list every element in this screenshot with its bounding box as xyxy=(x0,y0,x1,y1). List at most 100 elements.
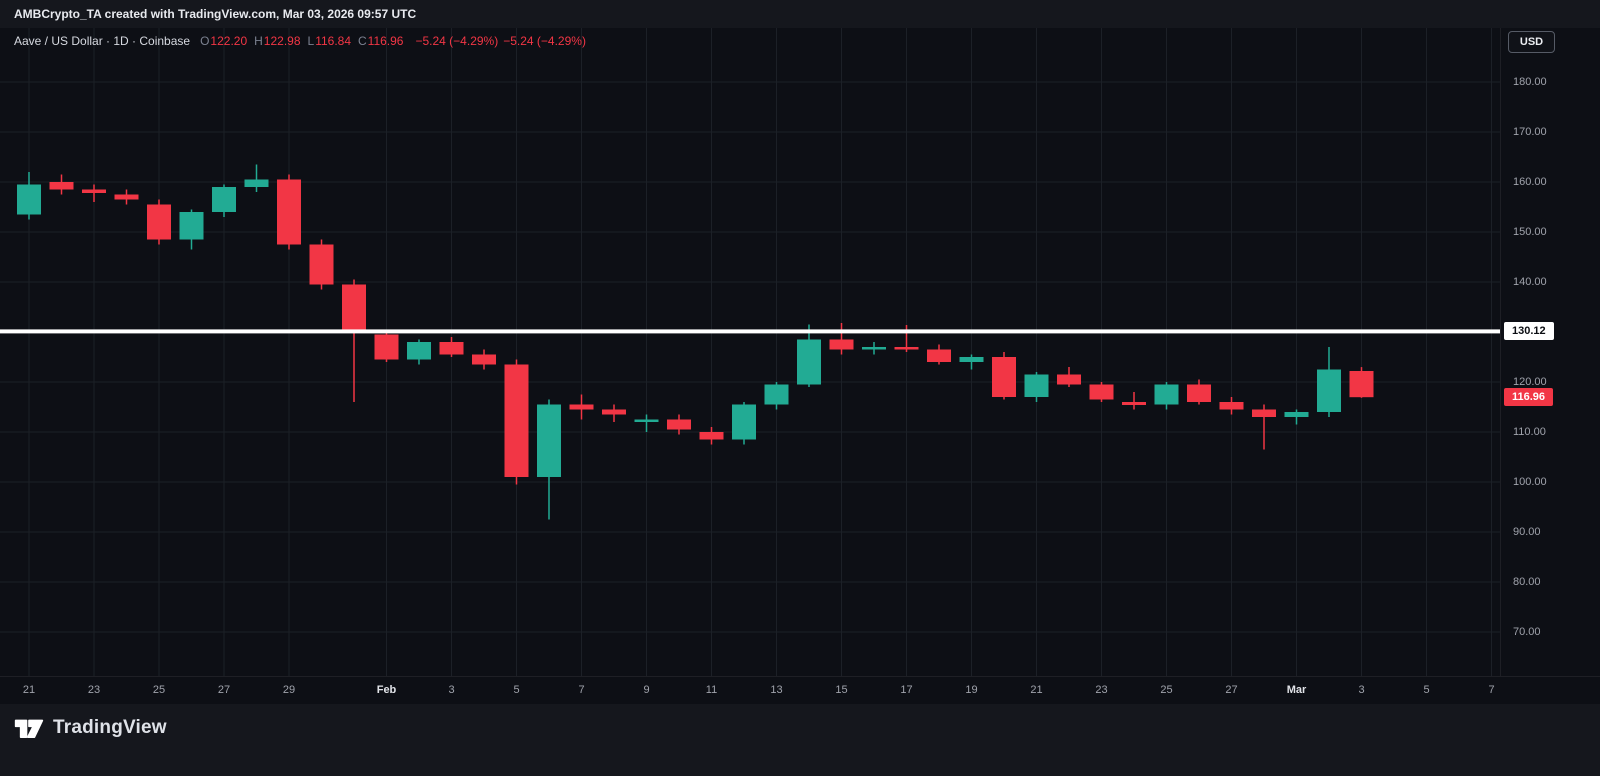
price-axis[interactable]: 180.00 170.00 160.00 150.00 140.00 120.00 110.… xyxy=(1500,28,1600,676)
price-axis-tick: 100.00 xyxy=(1513,476,1547,488)
footer-bar: TradingView xyxy=(0,704,1600,776)
candlestick-chart[interactable] xyxy=(0,28,1500,676)
time-axis-tick: 21 xyxy=(1030,684,1043,696)
candle[interactable] xyxy=(1024,374,1049,398)
candle[interactable] xyxy=(1187,384,1211,403)
price-axis-tick: 160.00 xyxy=(1513,176,1547,188)
chart-legend: Aave / US Dollar · 1D · Coinbase O122.20… xyxy=(14,34,586,48)
tradingview-logo-icon xyxy=(14,719,44,738)
time-axis-tick: 5 xyxy=(1423,684,1430,696)
time-axis[interactable]: 21 23 25 27 29 Feb 3 5 7 9 11 13 15 17 19 21 23 25 27 Mar 3 5… xyxy=(0,676,1600,705)
ohlc-label-C: C xyxy=(358,34,367,48)
price-axis-tick: 110.00 xyxy=(1513,426,1546,438)
candle[interactable] xyxy=(1154,384,1179,405)
time-axis-tick: 21 xyxy=(22,684,36,696)
candle[interactable] xyxy=(17,184,41,215)
time-axis-tick: 29 xyxy=(282,684,296,696)
time-axis-tick: 7 xyxy=(1488,684,1495,696)
symbol-title[interactable]: Aave / US Dollar · 1D · Coinbase xyxy=(14,34,191,48)
candle[interactable] xyxy=(244,179,269,188)
price-axis-tick: 180.00 xyxy=(1513,76,1547,88)
price-axis-tick: 90.00 xyxy=(1513,526,1541,538)
candle[interactable] xyxy=(569,404,594,410)
change-value-secondary: −5.24 (−4.29%) xyxy=(503,34,586,48)
price-axis-tick: 140.00 xyxy=(1513,276,1547,288)
candle[interactable] xyxy=(894,347,919,350)
candle[interactable] xyxy=(439,342,464,355)
candle[interactable] xyxy=(1284,412,1309,417)
ohlc-value-C: 116.96 xyxy=(367,34,404,48)
time-axis-tick: 13 xyxy=(770,684,783,696)
candle[interactable] xyxy=(504,364,529,478)
candle[interactable] xyxy=(1122,402,1146,405)
candle[interactable] xyxy=(992,357,1016,397)
horizontal-price-line[interactable] xyxy=(0,329,1500,334)
candle[interactable] xyxy=(179,212,204,240)
candle[interactable] xyxy=(699,432,724,440)
candle[interactable] xyxy=(82,189,106,194)
price-axis-tick: 120.00 xyxy=(1513,376,1547,388)
time-axis-tick: 27 xyxy=(1225,684,1238,696)
time-axis-tick: 25 xyxy=(152,684,166,696)
candle[interactable] xyxy=(764,384,789,405)
price-axis-tick: 70.00 xyxy=(1513,626,1541,638)
price-axis-tick: 170.00 xyxy=(1513,126,1547,138)
time-axis-tick: 5 xyxy=(513,684,520,696)
candle[interactable] xyxy=(927,349,951,363)
tradingview-logo-text: TradingView xyxy=(53,717,167,738)
ohlc-label-H: H xyxy=(254,34,263,48)
ohlc-value-O: 122.20 xyxy=(210,34,248,48)
candle[interactable] xyxy=(147,204,171,240)
candle[interactable] xyxy=(114,194,139,200)
price-axis-tick: 150.00 xyxy=(1513,226,1547,238)
candle[interactable] xyxy=(374,334,399,360)
candle[interactable] xyxy=(277,179,301,245)
candle[interactable] xyxy=(862,347,886,350)
time-axis-tick: Feb xyxy=(376,684,397,696)
candle[interactable] xyxy=(1349,371,1374,398)
candle[interactable] xyxy=(1219,402,1244,410)
candle[interactable] xyxy=(212,187,236,212)
candle[interactable] xyxy=(537,404,561,478)
attribution-text: AMBCrypto_TA created with TradingView.co… xyxy=(14,7,417,21)
tradingview-logo-link[interactable]: TradingView xyxy=(14,715,167,741)
time-axis-tick: 17 xyxy=(900,684,913,696)
candle[interactable] xyxy=(1057,374,1081,385)
candle[interactable] xyxy=(472,354,496,365)
candle[interactable] xyxy=(1317,369,1341,413)
candle[interactable] xyxy=(49,182,74,190)
time-axis-tick: 23 xyxy=(1095,684,1108,696)
ohlc-label-L: L xyxy=(307,34,315,48)
time-axis-tick: 7 xyxy=(578,684,585,696)
ohlc-value-H: 122.98 xyxy=(263,34,301,48)
candle[interactable] xyxy=(1089,384,1114,400)
candle[interactable] xyxy=(959,357,984,362)
time-axis-tick: 27 xyxy=(217,684,231,696)
candle[interactable] xyxy=(829,339,854,350)
time-axis-tick: 3 xyxy=(448,684,455,696)
candle[interactable] xyxy=(732,404,756,440)
change-value: −5.24 (−4.29%) xyxy=(415,34,499,48)
ohlc-value-L: 116.84 xyxy=(315,34,351,48)
price-axis-tick: 80.00 xyxy=(1513,576,1541,588)
candle[interactable] xyxy=(602,409,626,415)
price-line-label: 130.12 xyxy=(1504,322,1554,341)
currency-usd-button[interactable]: USD xyxy=(1508,31,1555,53)
candle[interactable] xyxy=(407,342,431,360)
candle[interactable] xyxy=(667,419,691,430)
candle[interactable] xyxy=(1252,409,1276,418)
candle[interactable] xyxy=(634,419,659,423)
time-axis-tick: 3 xyxy=(1358,684,1365,696)
candle[interactable] xyxy=(342,284,366,333)
ohlc-values: O122.20 H122.98 L116.84 C116.96 xyxy=(200,34,410,48)
attribution-bar: AMBCrypto_TA created with TradingView.co… xyxy=(0,0,1600,28)
last-price-label: 116.96 xyxy=(1504,388,1554,407)
time-axis-tick: 19 xyxy=(965,684,978,696)
candle[interactable] xyxy=(797,339,821,385)
time-axis-tick: 11 xyxy=(705,684,718,696)
time-axis-tick: 23 xyxy=(87,684,101,696)
time-axis-tick: 15 xyxy=(835,684,848,696)
candle[interactable] xyxy=(309,244,334,285)
time-axis-tick: 25 xyxy=(1160,684,1173,696)
